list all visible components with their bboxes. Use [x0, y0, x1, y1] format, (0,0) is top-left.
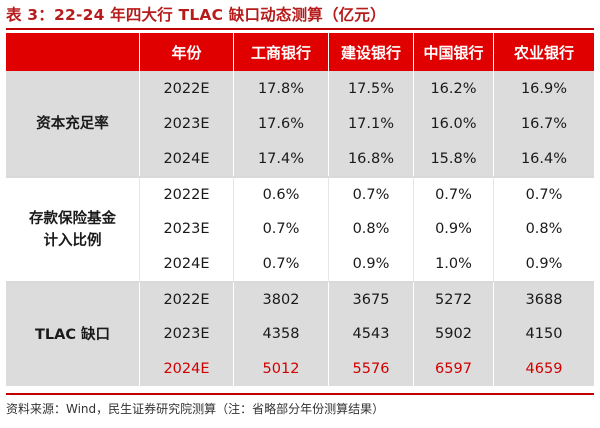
year-cell: 2024E [139, 351, 233, 386]
metric-label: TLAC 缺口 [6, 281, 139, 386]
title-divider [6, 28, 594, 30]
metric-label: 资本充足率 [6, 71, 139, 176]
header-bank-ccb: 建设银行 [328, 33, 413, 71]
metric-label-line: 存款保险基金 [29, 210, 116, 227]
value-cell: 4358 [233, 316, 328, 351]
year-cell: 2024E [139, 141, 233, 176]
group-deposit-insurance: 存款保险基金 计入比例 2022E 0.6% 0.7% 0.7% 0.7% 20… [6, 176, 594, 281]
value-cell: 0.7% [493, 176, 594, 211]
table-row: 2024E 17.4% 16.8% 15.8% 16.4% [6, 141, 594, 176]
value-cell: 16.0% [413, 106, 493, 141]
table-row: TLAC 缺口 2022E 3802 3675 5272 3688 [6, 281, 594, 386]
table-title: 表 3：22-24 年四大行 TLAC 缺口动态测算（亿元） [6, 6, 386, 24]
group-capital-ratio: 资本充足率 2022E 17.8% 17.5% 16.2% 16.9% 2023… [6, 71, 594, 176]
value-cell: 17.4% [233, 141, 328, 176]
table-row: 2023E 4358 4543 5902 4150 [6, 316, 594, 351]
metric-label-line: 计入比例 [43, 232, 102, 249]
table-row: 2023E 0.7% 0.8% 0.9% 0.8% [6, 211, 594, 246]
value-cell: 3802 [233, 281, 328, 316]
header-bank-icbc: 工商银行 [233, 33, 328, 71]
year-cell: 2022E [139, 176, 233, 211]
value-cell: 6597 [413, 351, 493, 386]
value-cell: 0.8% [328, 211, 413, 246]
header-bank-boc: 中国银行 [413, 33, 493, 71]
metric-label: 存款保险基金 计入比例 [6, 176, 139, 281]
value-cell: 17.1% [328, 106, 413, 141]
table-row: 2023E 17.6% 17.1% 16.0% 16.7% [6, 106, 594, 141]
value-cell: 17.5% [328, 71, 413, 106]
value-cell: 0.7% [233, 246, 328, 281]
source-note: 资料来源：Wind，民生证券研究院测算（注：省略部分年份测算结果） [6, 402, 385, 416]
table-row-highlighted: 2024E 5012 5576 6597 4659 [6, 351, 594, 386]
table-row: 2024E 0.7% 0.9% 1.0% 0.9% [6, 246, 594, 281]
value-cell: 5272 [413, 281, 493, 316]
value-cell: 0.7% [233, 211, 328, 246]
value-cell: 0.8% [493, 211, 594, 246]
year-cell: 2024E [139, 246, 233, 281]
metric-label-line: 资本充足率 [36, 115, 109, 132]
table-header: 年份 工商银行 建设银行 中国银行 农业银行 [6, 33, 594, 71]
value-cell: 3675 [328, 281, 413, 316]
header-metric [6, 33, 139, 71]
value-cell: 17.8% [233, 71, 328, 106]
year-cell: 2022E [139, 281, 233, 316]
value-cell: 4150 [493, 316, 594, 351]
value-cell: 5902 [413, 316, 493, 351]
value-cell: 0.9% [328, 246, 413, 281]
value-cell: 0.7% [328, 176, 413, 211]
value-cell: 0.9% [493, 246, 594, 281]
value-cell: 15.8% [413, 141, 493, 176]
table-row: 资本充足率 2022E 17.8% 17.5% 16.2% 16.9% [6, 71, 594, 176]
year-cell: 2023E [139, 211, 233, 246]
value-cell: 0.6% [233, 176, 328, 211]
value-cell: 16.7% [493, 106, 594, 141]
value-cell: 16.2% [413, 71, 493, 106]
tlac-table: 年份 工商银行 建设银行 中国银行 农业银行 资本充足率 2022E 17.8%… [6, 33, 594, 386]
value-cell: 0.7% [413, 176, 493, 211]
bottom-divider [6, 393, 594, 395]
value-cell: 3688 [493, 281, 594, 316]
header-bank-abc: 农业银行 [493, 33, 594, 71]
value-cell: 17.6% [233, 106, 328, 141]
value-cell: 5576 [328, 351, 413, 386]
header-year: 年份 [139, 33, 233, 71]
table-row: 存款保险基金 计入比例 2022E 0.6% 0.7% 0.7% 0.7% [6, 176, 594, 281]
value-cell: 16.4% [493, 141, 594, 176]
metric-label-line: TLAC 缺口 [34, 326, 111, 343]
value-cell: 16.8% [328, 141, 413, 176]
year-cell: 2022E [139, 71, 233, 106]
value-cell: 0.9% [413, 211, 493, 246]
value-cell: 4543 [328, 316, 413, 351]
group-tlac-gap: TLAC 缺口 2022E 3802 3675 5272 3688 2023E … [6, 281, 594, 386]
value-cell: 16.9% [493, 71, 594, 106]
year-cell: 2023E [139, 316, 233, 351]
header-row: 年份 工商银行 建设银行 中国银行 农业银行 [6, 33, 594, 71]
value-cell: 1.0% [413, 246, 493, 281]
year-cell: 2023E [139, 106, 233, 141]
value-cell: 5012 [233, 351, 328, 386]
value-cell: 4659 [493, 351, 594, 386]
